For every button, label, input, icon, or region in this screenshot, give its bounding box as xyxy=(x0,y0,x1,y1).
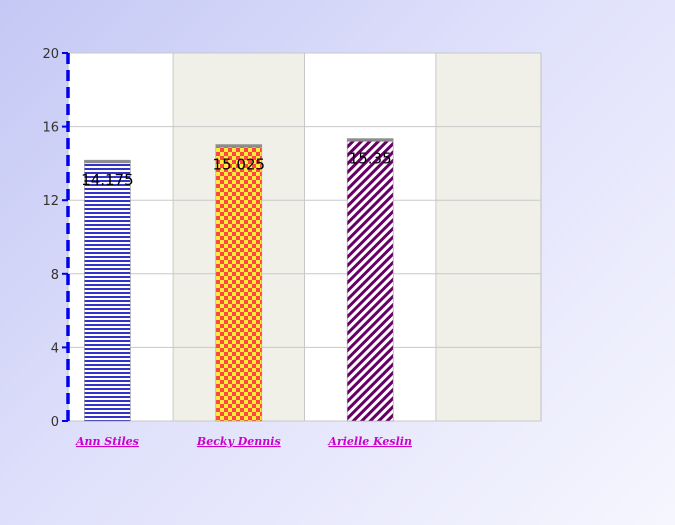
y-axis: 0 4 8 12 16 20 xyxy=(42,47,70,430)
y-tick-label: 8 xyxy=(51,268,59,283)
data-label-0: 14.175 xyxy=(81,171,134,189)
grid-lines xyxy=(68,52,541,422)
bar-1 xyxy=(215,144,263,422)
category-label-1[interactable]: Becky Dennis xyxy=(196,435,281,448)
y-tick-label: 20 xyxy=(42,47,59,62)
data-label-2: 15.35 xyxy=(349,150,392,168)
labels: 14.175 Ann Stiles 15.025 Becky Dennis 15.35 A… xyxy=(75,150,412,448)
y-tick-label: 16 xyxy=(42,121,59,136)
category-label-0[interactable]: Ann Stiles xyxy=(75,435,139,448)
bar-2 xyxy=(346,138,394,422)
bar-top-edge xyxy=(347,138,394,142)
y-tick-label: 4 xyxy=(51,341,59,356)
bar-0 xyxy=(84,159,131,422)
y-tick-label: 0 xyxy=(51,415,59,430)
y-tick-label: 12 xyxy=(42,194,59,209)
bar-top-edge xyxy=(215,144,262,148)
bar-top-edge xyxy=(84,160,131,164)
category-label-2[interactable]: Arielle Keslin xyxy=(327,435,412,448)
plot-band xyxy=(435,53,541,421)
data-label-1: 15.025 xyxy=(213,156,266,174)
bars xyxy=(84,138,394,422)
